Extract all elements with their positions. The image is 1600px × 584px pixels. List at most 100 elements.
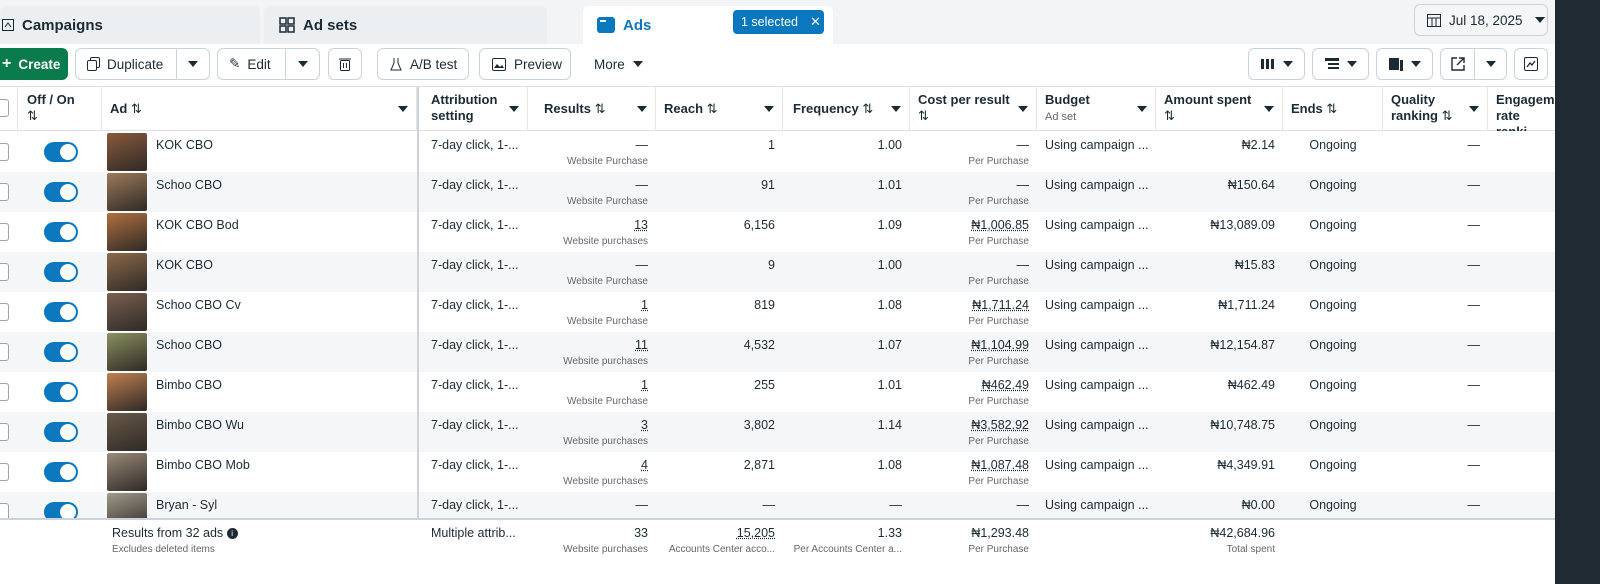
- status-toggle[interactable]: [44, 262, 78, 282]
- ends-value: Ongoing: [1309, 458, 1357, 472]
- cpr-value: ₦1,104.99: [971, 338, 1029, 352]
- summary-cpr: ₦1,293.48: [971, 526, 1029, 540]
- export-icon: [1451, 57, 1465, 71]
- reports-button[interactable]: [1376, 48, 1433, 80]
- select-all-checkbox[interactable]: [0, 87, 18, 131]
- table-row[interactable]: Bimbo CBO 7-day click, 1-... 1 Website Pu…: [0, 372, 1555, 412]
- breakdown-button[interactable]: [1312, 48, 1369, 80]
- charts-button[interactable]: [1514, 48, 1548, 80]
- flask-icon: [390, 57, 402, 71]
- reach-value: 3,802: [743, 418, 775, 432]
- row-checkbox[interactable]: [0, 383, 9, 401]
- close-icon[interactable]: ✕: [809, 14, 821, 29]
- results-value: —: [635, 498, 649, 512]
- status-toggle[interactable]: [44, 182, 78, 202]
- col-quality[interactable]: Quality ranking ⇅: [1383, 87, 1488, 131]
- col-ad[interactable]: Ad ⇅: [102, 87, 417, 131]
- status-toggle[interactable]: [44, 422, 78, 442]
- col-attribution[interactable]: Attribution setting: [423, 87, 528, 131]
- table-row[interactable]: KOK CBO 7-day click, 1-... — Website Purc…: [0, 252, 1555, 292]
- ad-thumbnail[interactable]: [107, 413, 147, 451]
- status-toggle[interactable]: [44, 222, 78, 242]
- status-toggle[interactable]: [44, 142, 78, 162]
- row-checkbox[interactable]: [0, 183, 9, 201]
- ad-thumbnail[interactable]: [107, 293, 147, 331]
- ad-thumbnail[interactable]: [107, 133, 147, 171]
- edit-dropdown[interactable]: [285, 49, 319, 79]
- table-row[interactable]: Schoo CBO 7-day click, 1-... 11 Website p…: [0, 332, 1555, 372]
- ad-name[interactable]: Bimbo CBO Mob: [156, 458, 250, 472]
- col-cost-per-result[interactable]: Cost per result ⇅: [910, 87, 1037, 131]
- col-offon[interactable]: Off / On ⇅: [19, 87, 102, 131]
- ad-name[interactable]: KOK CBO: [156, 258, 213, 272]
- ad-name[interactable]: KOK CBO Bod: [156, 218, 239, 232]
- more-button[interactable]: More: [581, 48, 656, 80]
- col-amount-spent[interactable]: Amount spent ⇅: [1156, 87, 1283, 131]
- delete-button[interactable]: [328, 48, 362, 80]
- ab-test-button[interactable]: A/B test: [377, 48, 469, 80]
- table-row[interactable]: Schoo CBO 7-day click, 1-... — Website Pu…: [0, 172, 1555, 212]
- ad-name[interactable]: Schoo CBO: [156, 178, 223, 192]
- table-row[interactable]: KOK CBO Bod 7-day click, 1-... 13 Website…: [0, 212, 1555, 252]
- ad-thumbnail[interactable]: [107, 333, 147, 371]
- cpr-sub: Per Purchase: [968, 356, 1029, 367]
- ad-name[interactable]: Schoo CBO Cv: [156, 298, 241, 312]
- export-button[interactable]: [1440, 48, 1507, 80]
- table-row[interactable]: Bimbo CBO Wu 7-day click, 1-... 3 Website…: [0, 412, 1555, 452]
- ad-name[interactable]: KOK CBO: [156, 138, 213, 152]
- checkbox[interactable]: [0, 99, 9, 117]
- date-picker[interactable]: Jul 18, 2025: [1414, 4, 1548, 36]
- ad-thumbnail[interactable]: [107, 213, 147, 251]
- table-row[interactable]: KOK CBO 7-day click, 1-... — Website Purc…: [0, 132, 1555, 172]
- ad-thumbnail[interactable]: [107, 373, 147, 411]
- export-dropdown[interactable]: [1474, 49, 1507, 79]
- col-engagement[interactable]: Engagement rate ranki...: [1488, 87, 1555, 131]
- col-ends[interactable]: Ends ⇅: [1283, 87, 1383, 131]
- row-checkbox[interactable]: [0, 463, 9, 481]
- edit-label: Edit: [247, 56, 271, 72]
- status-toggle[interactable]: [44, 502, 78, 522]
- preview-button[interactable]: Preview: [479, 48, 571, 80]
- row-checkbox[interactable]: [0, 423, 9, 441]
- row-checkbox[interactable]: [0, 303, 9, 321]
- ad-thumbnail[interactable]: [107, 253, 147, 291]
- tab-adsets[interactable]: Ad sets: [264, 6, 547, 44]
- create-label: Create: [18, 56, 61, 72]
- table-row[interactable]: Schoo CBO Cv 7-day click, 1-... 1 Website…: [0, 292, 1555, 332]
- status-toggle[interactable]: [44, 342, 78, 362]
- ad-thumbnail[interactable]: [107, 453, 147, 491]
- columns-button[interactable]: [1248, 48, 1305, 80]
- cpr-sub: Per Purchase: [968, 316, 1029, 327]
- table-row[interactable]: Bimbo CBO Mob 7-day click, 1-... 4 Websit…: [0, 452, 1555, 492]
- ad-name[interactable]: Schoo CBO: [156, 338, 223, 352]
- info-icon[interactable]: i: [226, 528, 238, 540]
- row-checkbox[interactable]: [0, 263, 9, 281]
- cpr-cell: ₦3,582.92 Per Purchase: [910, 412, 1037, 452]
- duplicate-button[interactable]: Duplicate: [75, 48, 210, 80]
- chevron-down-icon: [632, 61, 643, 67]
- row-checkbox[interactable]: [0, 223, 9, 241]
- status-toggle[interactable]: [44, 462, 78, 482]
- budget-value: Using campaign ...: [1045, 418, 1149, 432]
- duplicate-dropdown[interactable]: [175, 49, 209, 79]
- cpr-cell: ₦1,104.99 Per Purchase: [910, 332, 1037, 372]
- edit-button[interactable]: ✎ Edit: [217, 48, 320, 80]
- col-frequency[interactable]: Frequency ⇅: [783, 87, 910, 131]
- col-results[interactable]: Results ⇅: [528, 87, 656, 131]
- create-button[interactable]: + Create: [0, 48, 68, 80]
- ad-name[interactable]: Bimbo CBO: [156, 378, 222, 392]
- selected-pill[interactable]: 1 selected ✕: [733, 10, 824, 34]
- tab-campaigns[interactable]: Campaigns: [0, 6, 260, 44]
- cpr-sub: Per Purchase: [968, 476, 1029, 487]
- status-toggle[interactable]: [44, 302, 78, 322]
- col-reach[interactable]: Reach ⇅: [656, 87, 783, 131]
- ad-name[interactable]: Bimbo CBO Wu: [156, 418, 244, 432]
- status-toggle[interactable]: [44, 382, 78, 402]
- col-budget[interactable]: Budget Ad set: [1037, 87, 1156, 131]
- ad-thumbnail[interactable]: [107, 173, 147, 211]
- results-cell: — Website Purchase: [528, 132, 656, 172]
- ad-name[interactable]: Bryan - Syl: [156, 498, 218, 512]
- row-checkbox[interactable]: [0, 143, 9, 161]
- col-ad-label: Ad: [110, 101, 128, 116]
- row-checkbox[interactable]: [0, 343, 9, 361]
